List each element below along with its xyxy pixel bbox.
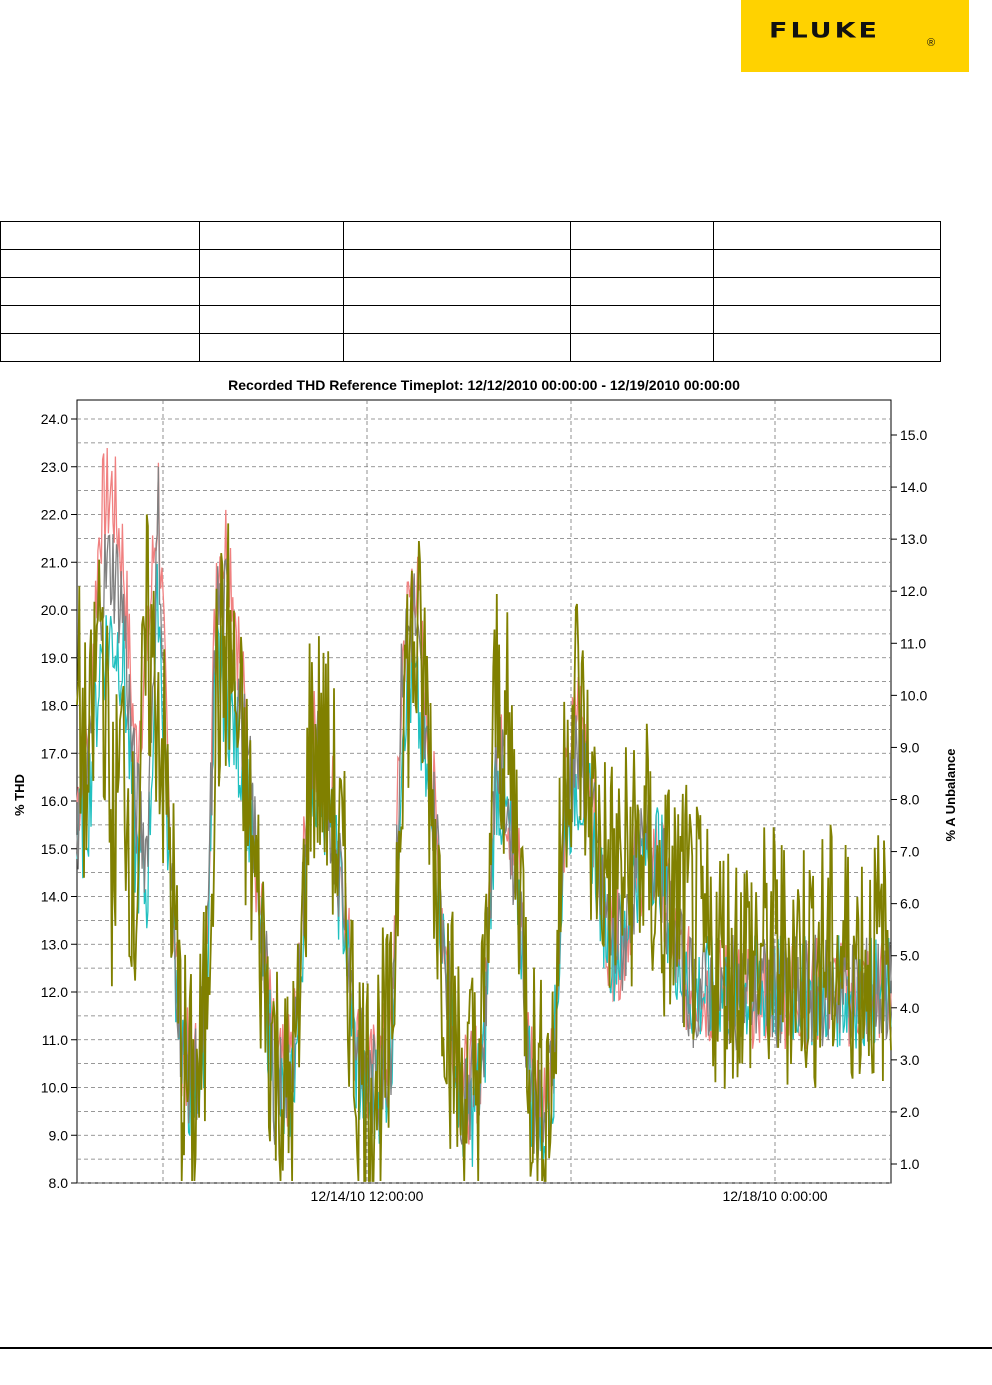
table-cell — [570, 277, 714, 306]
table-cell — [570, 305, 714, 334]
y-tick-label: 11.0 — [42, 1032, 68, 1048]
y-tick-label: 14.0 — [41, 889, 68, 905]
table-cell — [343, 305, 571, 334]
y2-tick-label: 10.0 — [900, 687, 927, 703]
x-tick-label: 12/14/10 12:00:00 — [311, 1188, 424, 1204]
y-tick-label: 24.0 — [41, 411, 68, 427]
y-tick-label: 10.0 — [41, 1080, 68, 1096]
fluke-logo: FLUKE ® — [741, 0, 969, 72]
y2-tick-label: 5.0 — [900, 948, 920, 964]
y-tick-label: 22.0 — [41, 507, 68, 523]
y-tick-label: 8.0 — [49, 1175, 69, 1191]
y-tick-label: 21.0 — [41, 554, 68, 570]
table-cell — [713, 277, 941, 306]
thd-timeplot-chart: Recorded THD Reference Timeplot: 12/12/2… — [0, 370, 992, 1210]
y-tick-label: 12.0 — [41, 984, 68, 1000]
table-cell — [0, 277, 200, 306]
table-cell — [199, 221, 344, 250]
table-cell — [0, 333, 200, 362]
table-cell — [570, 333, 714, 362]
y2-tick-label: 8.0 — [900, 792, 920, 808]
table-row — [0, 305, 941, 334]
table-row — [0, 221, 941, 250]
table-row — [0, 277, 941, 306]
y2-tick-label: 2.0 — [900, 1104, 920, 1120]
y-tick-label: 17.0 — [41, 745, 68, 761]
table-cell — [343, 249, 571, 278]
table-cell — [0, 249, 200, 278]
table-cell — [0, 305, 200, 334]
table-row — [0, 333, 941, 362]
y2-tick-label: 1.0 — [900, 1156, 920, 1172]
y-tick-label: 19.0 — [41, 650, 68, 666]
y-tick-label: 18.0 — [41, 698, 68, 714]
y2-tick-label: 13.0 — [900, 531, 927, 547]
table-cell — [713, 333, 941, 362]
y-axis-label: % THD — [12, 774, 27, 816]
y-tick-label: 13.0 — [41, 936, 68, 952]
table-cell — [343, 277, 571, 306]
table-cell — [570, 221, 714, 250]
y2-axis-label: % A Unbalance — [943, 749, 958, 842]
y2-tick-label: 12.0 — [900, 583, 927, 599]
footer-rule — [0, 1347, 992, 1349]
series-line-4 — [76, 514, 892, 1182]
y-tick-label: 9.0 — [49, 1127, 69, 1143]
table-cell — [713, 249, 941, 278]
table-cell — [343, 333, 571, 362]
series-line-3 — [76, 466, 892, 1172]
chart-title: Recorded THD Reference Timeplot: 12/12/2… — [228, 377, 740, 393]
y2-tick-label: 7.0 — [900, 844, 920, 860]
x-tick-label: 12/18/10 0:00:00 — [722, 1188, 827, 1204]
table-cell — [199, 305, 344, 334]
table-row — [0, 249, 941, 278]
y2-tick-label: 11.0 — [900, 635, 926, 651]
empty-table — [0, 221, 941, 362]
y-tick-label: 20.0 — [41, 602, 68, 618]
table-cell — [199, 249, 344, 278]
y2-tick-label: 6.0 — [900, 896, 920, 912]
table-cell — [199, 333, 344, 362]
table-cell — [343, 221, 571, 250]
y2-tick-label: 14.0 — [900, 479, 927, 495]
chart-svg: Recorded THD Reference Timeplot: 12/12/2… — [12, 377, 958, 1204]
table-cell — [713, 221, 941, 250]
y2-tick-label: 3.0 — [900, 1052, 920, 1068]
table-cell — [570, 249, 714, 278]
registered-mark: ® — [927, 37, 936, 49]
table-cell — [0, 221, 200, 250]
table-cell — [713, 305, 941, 334]
y-tick-label: 15.0 — [41, 841, 68, 857]
y-tick-label: 16.0 — [41, 793, 68, 809]
logo-wordmark: FLUKE — [769, 19, 880, 44]
table-cell — [199, 277, 344, 306]
y2-tick-label: 15.0 — [900, 427, 927, 443]
y2-tick-label: 9.0 — [900, 739, 920, 755]
y2-tick-label: 4.0 — [900, 1000, 920, 1016]
y-tick-label: 23.0 — [41, 459, 68, 475]
